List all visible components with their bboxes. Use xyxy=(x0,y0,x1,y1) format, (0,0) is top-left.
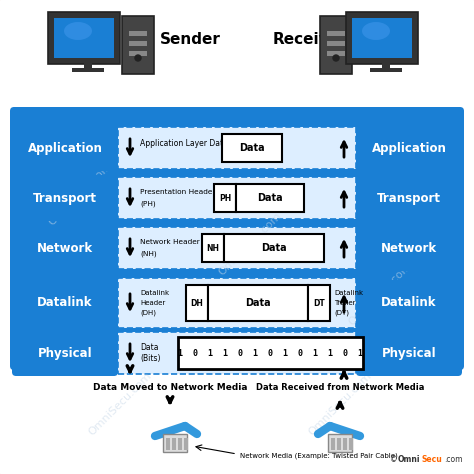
FancyBboxPatch shape xyxy=(356,225,462,271)
Text: Datalink: Datalink xyxy=(140,290,169,296)
FancyBboxPatch shape xyxy=(12,225,118,271)
Text: Data: Data xyxy=(257,193,283,203)
Bar xyxy=(118,332,356,374)
Ellipse shape xyxy=(362,22,390,40)
Bar xyxy=(224,234,324,262)
Bar xyxy=(349,438,353,450)
Bar xyxy=(172,438,176,450)
Text: Receiver: Receiver xyxy=(273,31,347,46)
Text: Header: Header xyxy=(140,300,165,306)
FancyBboxPatch shape xyxy=(320,16,352,74)
Bar xyxy=(382,60,390,70)
Bar xyxy=(118,227,356,269)
Text: Application Layer Data: Application Layer Data xyxy=(140,138,228,147)
Ellipse shape xyxy=(64,22,92,40)
FancyBboxPatch shape xyxy=(12,280,118,326)
Text: OmniSecu.com: OmniSecu.com xyxy=(87,371,154,438)
Text: OmniSecu.com: OmniSecu.com xyxy=(307,371,374,438)
Bar xyxy=(327,51,345,56)
Bar xyxy=(308,285,330,321)
Text: PH: PH xyxy=(219,193,231,202)
Text: Data: Data xyxy=(239,143,265,153)
FancyBboxPatch shape xyxy=(356,330,462,376)
Bar xyxy=(166,438,170,450)
Text: Transport: Transport xyxy=(33,191,97,204)
Bar xyxy=(331,438,335,450)
Text: 1  0  1  1  0  1  0  1  0  1  1  0  1: 1 0 1 1 0 1 0 1 0 1 1 0 1 xyxy=(178,348,363,357)
Bar xyxy=(370,68,402,72)
Circle shape xyxy=(333,55,339,61)
Text: Physical: Physical xyxy=(38,346,92,359)
Text: Transport: Transport xyxy=(377,191,441,204)
Bar xyxy=(208,285,308,321)
Text: DH: DH xyxy=(191,299,203,308)
Bar xyxy=(327,31,345,36)
Text: Data Moved to Network Media: Data Moved to Network Media xyxy=(93,383,247,392)
Text: Network Header: Network Header xyxy=(140,239,200,245)
FancyBboxPatch shape xyxy=(12,125,118,171)
FancyBboxPatch shape xyxy=(48,12,120,64)
FancyBboxPatch shape xyxy=(356,175,462,221)
FancyBboxPatch shape xyxy=(122,16,154,74)
Text: .com: .com xyxy=(444,456,463,465)
Bar xyxy=(84,60,92,70)
Text: (DH): (DH) xyxy=(140,310,156,316)
Text: Secu: Secu xyxy=(422,456,443,465)
Circle shape xyxy=(135,55,141,61)
Text: Datalink: Datalink xyxy=(37,297,93,310)
Text: Network: Network xyxy=(37,241,93,255)
Text: (DT): (DT) xyxy=(334,310,349,316)
Bar xyxy=(178,438,182,450)
Text: Data: Data xyxy=(261,243,287,253)
Bar xyxy=(163,434,187,452)
Bar xyxy=(328,434,352,452)
Bar xyxy=(202,234,224,262)
Text: Sender: Sender xyxy=(160,31,220,46)
Text: Omni: Omni xyxy=(398,456,420,465)
Text: OmniSecu.com: OmniSecu.com xyxy=(46,161,113,228)
Bar xyxy=(222,134,282,162)
Bar xyxy=(184,438,188,450)
Text: Network Media (Example: Twisted Pair Cable): Network Media (Example: Twisted Pair Cab… xyxy=(240,453,398,459)
Bar xyxy=(129,31,147,36)
Text: Physical: Physical xyxy=(382,346,436,359)
Bar xyxy=(118,278,356,328)
Bar xyxy=(72,68,104,72)
FancyBboxPatch shape xyxy=(356,125,462,171)
Text: OmniSecu.com: OmniSecu.com xyxy=(217,210,283,277)
FancyBboxPatch shape xyxy=(356,280,462,326)
Bar xyxy=(214,184,236,212)
Text: Presentation Header: Presentation Header xyxy=(140,189,215,195)
Bar xyxy=(343,438,347,450)
Bar xyxy=(337,438,341,450)
Bar xyxy=(118,177,356,219)
Bar xyxy=(186,285,208,321)
Text: Data: Data xyxy=(140,343,158,352)
Bar xyxy=(129,41,147,46)
Text: DT: DT xyxy=(313,299,325,308)
Text: Datalink: Datalink xyxy=(381,297,437,310)
Text: Data: Data xyxy=(245,298,271,308)
FancyBboxPatch shape xyxy=(12,330,118,376)
Text: Network: Network xyxy=(381,241,437,255)
Text: Data Received from Network Media: Data Received from Network Media xyxy=(256,383,424,392)
Text: OmniSecu.com: OmniSecu.com xyxy=(346,261,413,328)
Bar xyxy=(118,127,356,169)
Text: NH: NH xyxy=(207,244,219,253)
Text: ©: © xyxy=(390,456,400,465)
FancyBboxPatch shape xyxy=(10,107,464,370)
Text: Trailer: Trailer xyxy=(334,300,356,306)
Bar xyxy=(54,18,114,58)
Text: Application: Application xyxy=(27,142,102,155)
Text: (Bits): (Bits) xyxy=(140,355,161,364)
Bar xyxy=(236,184,304,212)
Text: (PH): (PH) xyxy=(140,201,156,207)
Text: Datalink: Datalink xyxy=(334,290,363,296)
FancyBboxPatch shape xyxy=(346,12,418,64)
Bar xyxy=(129,51,147,56)
Text: (NH): (NH) xyxy=(140,251,157,257)
Bar xyxy=(327,41,345,46)
Text: Application: Application xyxy=(372,142,447,155)
FancyBboxPatch shape xyxy=(12,175,118,221)
